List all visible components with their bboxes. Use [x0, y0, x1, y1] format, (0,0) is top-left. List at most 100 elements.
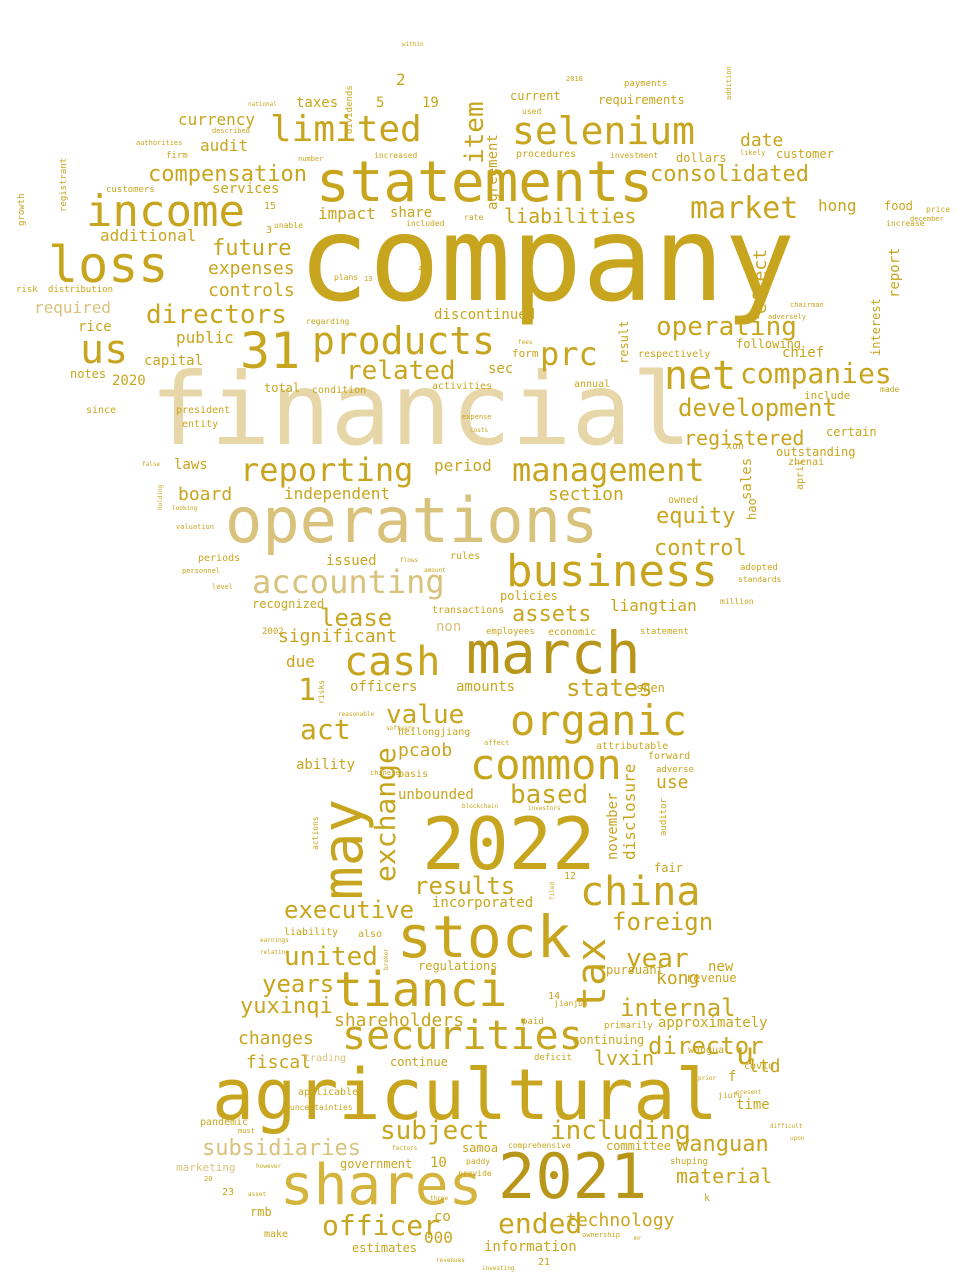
word: regarding — [306, 317, 350, 326]
word: costs — [470, 427, 489, 434]
word: market — [690, 191, 799, 226]
word: level — [212, 583, 234, 591]
word: discontinued — [434, 307, 536, 323]
word: prior — [698, 1075, 717, 1082]
word: control — [654, 536, 747, 561]
word: fair — [654, 861, 683, 875]
word: food — [884, 199, 913, 213]
word: 14 — [548, 991, 561, 1002]
word: three — [430, 1195, 449, 1202]
word: mr — [634, 1235, 642, 1242]
word: national — [248, 101, 277, 108]
word: growth — [17, 193, 27, 226]
word: exchange — [369, 747, 402, 882]
word: loss — [48, 236, 169, 294]
word: shareholders — [334, 1010, 465, 1031]
word: may — [311, 798, 376, 900]
word: subject — [380, 1116, 490, 1146]
word: chinese — [370, 769, 400, 777]
word: accounting — [252, 563, 445, 601]
word: continuing — [572, 1033, 645, 1047]
word: revenues — [436, 1257, 465, 1264]
word: valuation — [176, 523, 214, 531]
word: year — [626, 944, 689, 974]
word: auditor — [659, 798, 669, 836]
word: entity — [182, 419, 219, 430]
word: deficit — [534, 1053, 572, 1063]
word: laws — [174, 457, 208, 473]
word: states — [566, 674, 653, 702]
word: 10 — [430, 1155, 447, 1171]
word: zhenai — [788, 457, 825, 468]
word: policies — [500, 589, 558, 603]
word: unbounded — [398, 787, 474, 803]
word: foreign — [612, 908, 714, 936]
word: non — [436, 619, 462, 635]
word: factors — [392, 1145, 418, 1152]
word: activities — [432, 381, 493, 392]
word: holding — [157, 484, 164, 510]
word: make — [264, 1229, 289, 1240]
word: revenue — [686, 971, 737, 985]
word: lease — [320, 604, 393, 632]
word: respectively — [638, 349, 711, 360]
word: business — [506, 546, 718, 597]
word: also — [358, 929, 383, 940]
word: 2018 — [566, 75, 583, 83]
word: software — [386, 725, 415, 732]
word: rate — [464, 213, 484, 222]
word: audit — [200, 136, 249, 155]
word: dividends — [345, 85, 355, 134]
word: difficult — [770, 1123, 803, 1130]
word: significant — [278, 626, 398, 647]
word: operating — [656, 312, 797, 342]
word: liabilities — [504, 204, 637, 228]
word: hao — [745, 498, 759, 520]
word: united — [284, 942, 378, 972]
word: 000 — [424, 1228, 453, 1247]
word: based — [510, 780, 589, 810]
word: lvxin — [594, 1046, 655, 1070]
word: 2020 — [112, 373, 146, 389]
word: report — [887, 247, 903, 298]
word: organic — [510, 696, 688, 745]
word: however — [256, 1163, 282, 1170]
word: since — [86, 405, 117, 416]
word: 12 — [564, 871, 577, 882]
word: paddy — [466, 1157, 491, 1166]
word: likely — [740, 149, 766, 157]
word: 4 — [418, 265, 423, 273]
word: 21 — [538, 1257, 551, 1268]
word: future — [212, 236, 292, 261]
word: development — [678, 394, 837, 422]
word: 23 — [222, 1187, 235, 1198]
word: present — [736, 1089, 762, 1096]
word: controls — [208, 280, 295, 301]
word: risks — [317, 679, 326, 704]
word: sales — [739, 457, 755, 500]
word: including — [550, 1116, 691, 1146]
word: cash — [344, 639, 441, 685]
word: financial — [150, 351, 692, 468]
word: disclosure — [620, 763, 639, 860]
word: products — [312, 319, 496, 363]
word: current — [510, 89, 561, 103]
word: attributable — [596, 741, 669, 752]
word: 3 — [266, 225, 273, 236]
word: flows — [400, 557, 419, 564]
word: management — [512, 451, 705, 489]
word: amounts — [456, 679, 516, 695]
word: ltd — [748, 1056, 781, 1077]
word: chairman — [790, 301, 824, 309]
word: board — [178, 484, 233, 505]
word: capital — [144, 353, 204, 369]
word: march — [466, 619, 641, 687]
word: applicable — [298, 1087, 359, 1098]
word: incorporated — [432, 895, 534, 911]
word: results — [414, 872, 516, 900]
word: shares — [280, 1153, 483, 1218]
word: jiufu — [718, 1091, 743, 1100]
word: annual — [574, 379, 611, 390]
word: act — [300, 713, 351, 746]
